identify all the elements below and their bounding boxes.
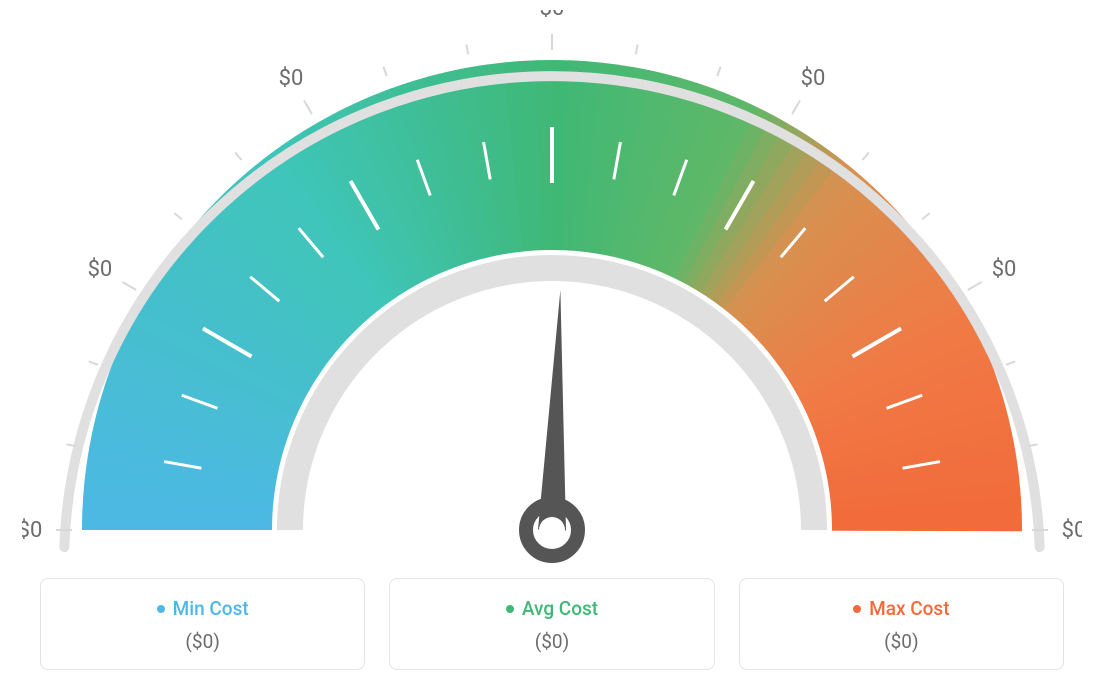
legend-title-max: Max Cost xyxy=(853,597,949,620)
legend-title-min: Min Cost xyxy=(157,597,249,620)
legend-row: Min Cost ($0) Avg Cost ($0) Max Cost ($0… xyxy=(40,578,1064,670)
gauge-tick-label: $0 xyxy=(992,257,1017,282)
legend-card-min: Min Cost ($0) xyxy=(40,578,365,670)
gauge-tick-label: $0 xyxy=(22,518,42,543)
legend-label-avg: Avg Cost xyxy=(522,597,598,620)
legend-value-avg: ($0) xyxy=(400,630,703,653)
legend-title-avg: Avg Cost xyxy=(506,597,598,620)
gauge-area: $0 $0 $0 $0 $0 $0 $0 xyxy=(0,0,1104,560)
gauge-tick-label: $0 xyxy=(279,66,304,91)
gauge-tick-label: $0 xyxy=(88,257,113,282)
gauge-chart-container: $0 $0 $0 $0 $0 $0 $0 Min Cost ($0) Avg Cost ($… xyxy=(0,0,1104,690)
gauge-needle xyxy=(538,290,566,530)
gauge-tick-label: $0 xyxy=(540,10,565,21)
legend-dot-avg xyxy=(506,605,514,613)
legend-card-avg: Avg Cost ($0) xyxy=(389,578,714,670)
legend-label-min: Min Cost xyxy=(173,597,249,620)
legend-label-max: Max Cost xyxy=(869,597,949,620)
legend-dot-max xyxy=(853,605,861,613)
legend-value-max: ($0) xyxy=(750,630,1053,653)
gauge-tick-label: $0 xyxy=(1062,518,1082,543)
legend-card-max: Max Cost ($0) xyxy=(739,578,1064,670)
legend-dot-min xyxy=(157,605,165,613)
gauge-svg: $0 $0 $0 $0 $0 $0 $0 xyxy=(22,10,1082,570)
legend-value-min: ($0) xyxy=(51,630,354,653)
gauge-tick-label: $0 xyxy=(801,66,826,91)
